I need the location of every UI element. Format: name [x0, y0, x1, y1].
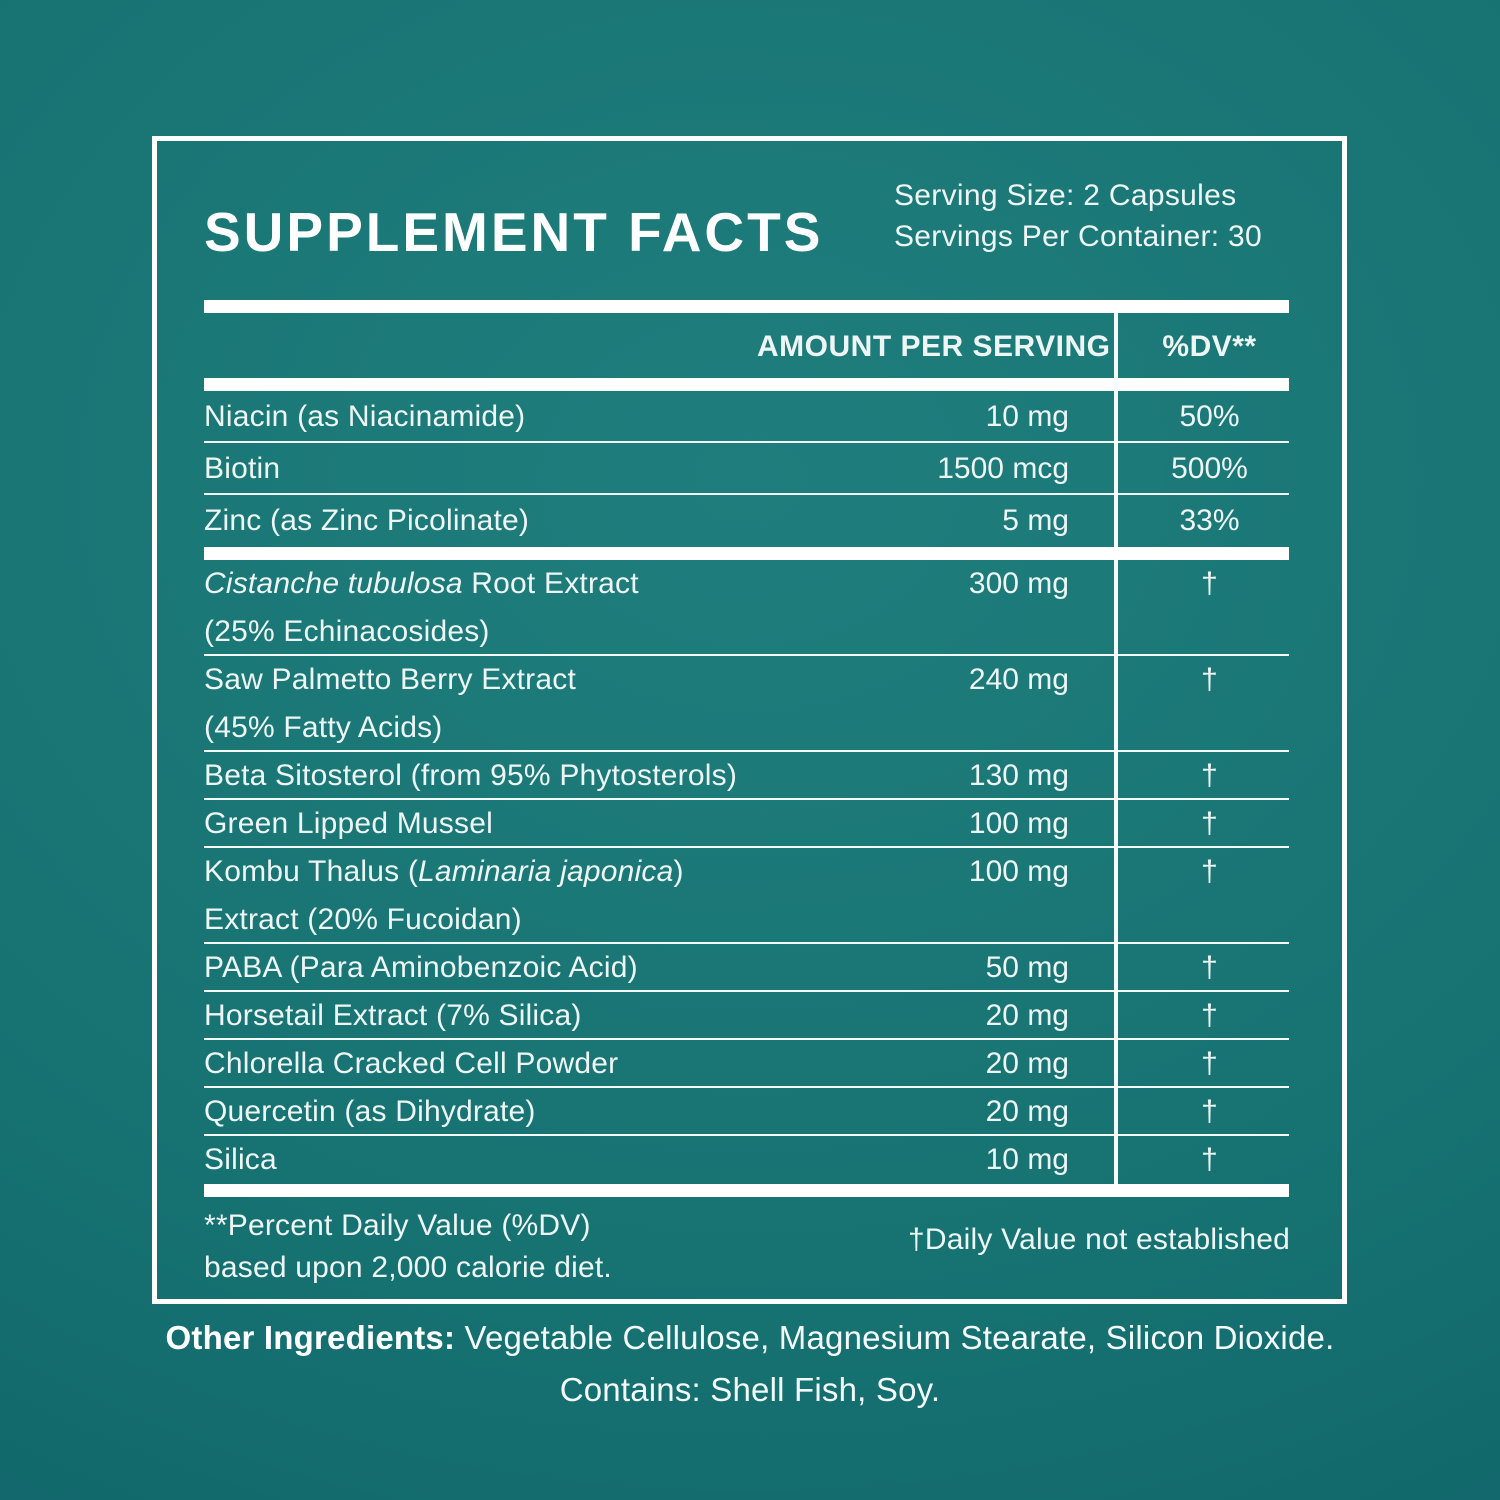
- ingredient-name: Biotin: [204, 452, 281, 485]
- ingredient-dv-value: †: [1201, 951, 1218, 984]
- ingredient-amount: 10 mg: [985, 400, 1069, 433]
- supplement-facts-panel: SUPPLEMENT FACTS Serving Size: 2 Capsule…: [152, 136, 1347, 1304]
- ingredient-name-line2: (25% Echinacosides): [204, 615, 490, 648]
- ingredient-dv-value: 50%: [1179, 400, 1240, 433]
- ingredient-amount: 100 mg: [968, 807, 1069, 840]
- servings-per-container: Servings Per Container: 30: [894, 220, 1262, 253]
- column-divider: [1114, 313, 1118, 1184]
- table-row-paba: PABA (Para Aminobenzoic Acid) 50 mg †: [204, 944, 1289, 992]
- ingredient-name: Beta Sitosterol (from 95% Phytosterols): [204, 759, 738, 792]
- daily-value-not-established-note: †Daily Value not established: [908, 1223, 1290, 1256]
- ingredient-amount: 20 mg: [985, 1047, 1069, 1080]
- ingredient-dv-value: 33%: [1179, 504, 1240, 537]
- serving-size: Serving Size: 2 Capsules: [894, 179, 1237, 212]
- ingredient-amount: 10 mg: [985, 1143, 1069, 1176]
- percent-dv-footnote-line2: based upon 2,000 calorie diet.: [204, 1251, 612, 1284]
- ingredient-name: Niacin (as Niacinamide): [204, 400, 526, 433]
- table-row-chlorella: Chlorella Cracked Cell Powder 20 mg †: [204, 1040, 1289, 1088]
- ingredient-amount: 240 mg: [968, 663, 1069, 696]
- ingredient-name-line2: (45% Fatty Acids): [204, 711, 443, 744]
- vitamins-rows: Niacin (as Niacinamide) 10 mg 50% Biotin…: [204, 391, 1289, 547]
- contains-line: Contains: Shell Fish, Soy.: [559, 1371, 941, 1408]
- percent-dv-footnote-line1: **Percent Daily Value (%DV): [204, 1209, 591, 1242]
- ingredient-name: Silica: [204, 1143, 277, 1176]
- table-row-cistanche: Cistanche tubulosa Root Extract (25% Ech…: [204, 560, 1289, 656]
- table-row-beta-sitosterol: Beta Sitosterol (from 95% Phytosterols) …: [204, 752, 1289, 800]
- percent-dv-footnote: **Percent Daily Value (%DV) based upon 2…: [204, 1205, 612, 1289]
- ingredient-dv-value: 500%: [1171, 452, 1248, 485]
- ingredient-dv-value: †: [1201, 1047, 1218, 1080]
- ingredient-dv-value: †: [1201, 807, 1218, 840]
- table-row-silica: Silica 10 mg †: [204, 1136, 1289, 1184]
- table-row-zinc: Zinc (as Zinc Picolinate) 5 mg 33%: [204, 495, 1289, 547]
- ingredient-name: Chlorella Cracked Cell Powder: [204, 1047, 619, 1080]
- ingredient-amount: 300 mg: [968, 567, 1069, 600]
- ingredient-name: Zinc (as Zinc Picolinate): [204, 504, 530, 537]
- ingredient-name: Green Lipped Mussel: [204, 807, 493, 840]
- ingredient-dv-value: †: [1201, 1143, 1218, 1176]
- table-header-row: AMOUNT PER SERVING %DV**: [204, 327, 1289, 367]
- section-bar-middle: [204, 547, 1289, 560]
- ingredient-amount: 50 mg: [985, 951, 1069, 984]
- section-bar-under-header: [204, 378, 1289, 391]
- ingredient-dv-value: †: [1201, 1095, 1218, 1128]
- ingredient-dv-value: †: [1201, 567, 1218, 600]
- section-bar-top: [204, 300, 1289, 313]
- ingredient-name: Cistanche tubulosa Root Extract: [204, 567, 639, 600]
- section-bar-bottom: [204, 1184, 1289, 1197]
- table-row-green-lipped-mussel: Green Lipped Mussel 100 mg †: [204, 800, 1289, 848]
- other-ingredients-section: Other Ingredients: Vegetable Cellulose, …: [0, 1312, 1500, 1416]
- ingredient-amount: 100 mg: [968, 855, 1069, 888]
- ingredient-amount: 5 mg: [1002, 504, 1069, 537]
- botanical-rows: Cistanche tubulosa Root Extract (25% Ech…: [204, 560, 1289, 1184]
- other-ingredients-text: Vegetable Cellulose, Magnesium Stearate,…: [455, 1319, 1335, 1356]
- ingredient-dv-value: †: [1201, 999, 1218, 1032]
- other-ingredients-line: Other Ingredients: Vegetable Cellulose, …: [0, 1312, 1500, 1364]
- ingredient-name: Horsetail Extract (7% Silica): [204, 999, 582, 1032]
- ingredient-name: PABA (Para Aminobenzoic Acid): [204, 951, 638, 984]
- ingredient-name: Kombu Thalus (Laminaria japonica): [204, 855, 684, 888]
- ingredient-dv-value: †: [1201, 759, 1218, 792]
- ingredient-amount: 20 mg: [985, 999, 1069, 1032]
- table-row-niacin: Niacin (as Niacinamide) 10 mg 50%: [204, 391, 1289, 443]
- other-ingredients-label: Other Ingredients:: [165, 1319, 456, 1356]
- ingredient-amount: 20 mg: [985, 1095, 1069, 1128]
- table-row-saw-palmetto: Saw Palmetto Berry Extract (45% Fatty Ac…: [204, 656, 1289, 752]
- ingredient-amount: 130 mg: [968, 759, 1069, 792]
- table-row-kombu-thalus: Kombu Thalus (Laminaria japonica) Extrac…: [204, 848, 1289, 944]
- panel-title: SUPPLEMENT FACTS: [204, 201, 824, 263]
- table-row-quercetin: Quercetin (as Dihydrate) 20 mg †: [204, 1088, 1289, 1136]
- ingredient-name: Saw Palmetto Berry Extract: [204, 663, 576, 696]
- amount-per-serving-header: AMOUNT PER SERVING: [757, 330, 1111, 363]
- ingredient-amount: 1500 mcg: [937, 452, 1069, 485]
- ingredient-dv-value: †: [1201, 855, 1218, 888]
- ingredient-name: Quercetin (as Dihydrate): [204, 1095, 536, 1128]
- serving-info: Serving Size: 2 Capsules Servings Per Co…: [894, 175, 1262, 257]
- ingredient-dv-value: †: [1201, 663, 1218, 696]
- table-row-biotin: Biotin 1500 mcg 500%: [204, 443, 1289, 495]
- table-row-horsetail: Horsetail Extract (7% Silica) 20 mg †: [204, 992, 1289, 1040]
- dv-header: %DV**: [1162, 330, 1257, 363]
- ingredient-name-line2: Extract (20% Fucoidan): [204, 903, 522, 936]
